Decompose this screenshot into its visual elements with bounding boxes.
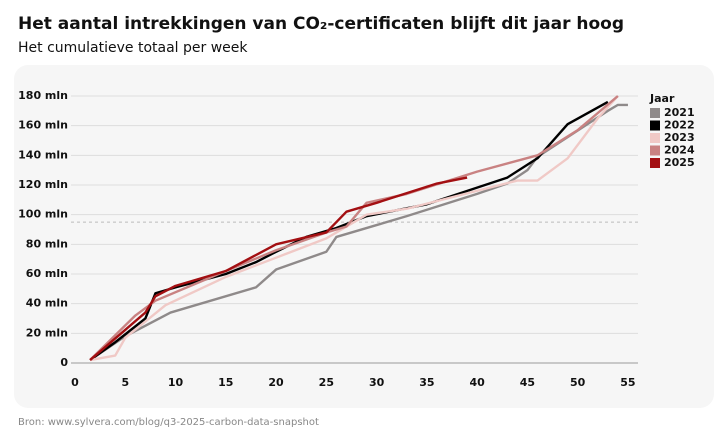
series-line [89, 176, 468, 361]
series-line [89, 95, 619, 361]
y-tick-label: 60 mln [26, 267, 68, 280]
x-tick-label: 55 [620, 376, 635, 389]
panel [14, 65, 714, 408]
legend-label: 2021 [664, 106, 695, 119]
x-tick-label: 35 [419, 376, 434, 389]
legend-label: 2022 [664, 119, 695, 132]
x-tick-label: 50 [570, 376, 586, 389]
x-tick-label: 10 [168, 376, 184, 389]
source: Bron: www.sylvera.com/blog/q3-2025-carbo… [18, 417, 319, 428]
x-tick-label: 40 [469, 376, 485, 389]
y-tick-label: 120 mln [18, 178, 68, 191]
x-tick-label: 45 [520, 376, 535, 389]
y-tick-label: 0 [60, 356, 68, 369]
x-tick-label: 5 [121, 376, 129, 389]
x-tick-label: 15 [218, 376, 233, 389]
chart-title: Het aantal intrekkingen van CO₂-certific… [18, 14, 624, 34]
chart-subtitle: Het cumulatieve totaal per week [18, 40, 248, 56]
legend-swatch [650, 120, 660, 131]
legend-swatch [650, 158, 660, 168]
x-tick-label: 30 [369, 376, 385, 389]
y-tick-label: 140 mln [18, 148, 68, 161]
legend-label: 2024 [664, 144, 695, 157]
y-tick-label: 80 mln [26, 237, 68, 250]
legend-swatch [650, 108, 660, 118]
legend-swatch [650, 133, 660, 143]
y-tick-label: 160 mln [18, 119, 68, 132]
x-tick-label: 20 [268, 376, 284, 389]
y-tick-label: 100 mln [18, 208, 68, 221]
legend-title: Jaar [649, 92, 675, 105]
legend-swatch [650, 145, 660, 156]
legend-label: 2025 [664, 156, 695, 169]
y-tick-label: 40 mln [26, 297, 68, 310]
y-tick-label: 180 mln [18, 89, 68, 102]
x-tick-label: 0 [71, 376, 79, 389]
legend-label: 2023 [664, 131, 695, 144]
x-tick-label: 25 [319, 376, 334, 389]
y-tick-label: 20 mln [26, 326, 68, 339]
